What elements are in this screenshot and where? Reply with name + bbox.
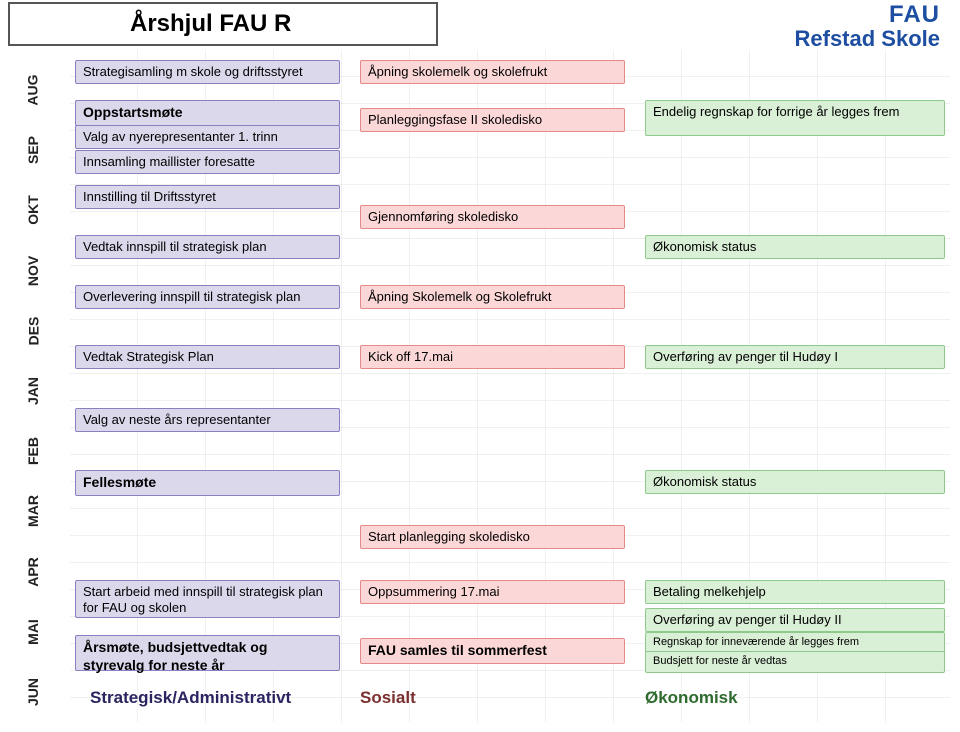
month-des: DES <box>8 301 58 361</box>
month-jun: JUN <box>8 662 58 722</box>
c-sep-4: Planleggingsfase II skoledisko <box>360 108 625 132</box>
month-axis: AUGSEPOKTNOVDESJANFEBMARAPRMAIJUN <box>8 60 58 722</box>
month-aug: AUG <box>8 60 58 120</box>
c-mai-2: Oppsummering 17.mai <box>360 580 625 604</box>
page-title: Årshjul FAU R <box>130 10 291 37</box>
month-feb: FEB <box>8 421 58 481</box>
c-nov-2: Økonomisk status <box>645 235 945 259</box>
c-jan-1: Vedtak Strategisk Plan <box>75 345 340 369</box>
c-okt-1: Innstilling til Driftsstyret <box>75 185 340 209</box>
logo-line2: Refstad Skole <box>795 27 941 50</box>
c-feb-1: Valg av neste års representanter <box>75 408 340 432</box>
c-sep-3: Innsamling maillister foresatte <box>75 150 340 174</box>
c-mai-1: Start arbeid med innspill til strategisk… <box>75 580 340 618</box>
c-jan-2: Kick off 17.mai <box>360 345 625 369</box>
c-apr-1: Start planlegging skoledisko <box>360 525 625 549</box>
month-mar: MAR <box>8 481 58 541</box>
c-mar-1: Fellesmøte <box>75 470 340 496</box>
c-jan-3: Overføring av penger til Hudøy I <box>645 345 945 369</box>
month-nov: NOV <box>8 241 58 301</box>
c-nov-1: Vedtak innspill til strategisk plan <box>75 235 340 259</box>
logo: FAU Refstad Skole <box>795 2 941 50</box>
c-jun-1: Årsmøte, budsjettvedtak og styrevalg for… <box>75 635 340 671</box>
lbl-admin: Strategisk/Administrativt <box>90 688 291 708</box>
month-apr: APR <box>8 542 58 602</box>
c-okt-2: Gjennomføring skoledisko <box>360 205 625 229</box>
c-aug-1: Strategisamling m skole og driftsstyret <box>75 60 340 84</box>
c-mai-4: Overføring av penger til Hudøy II <box>645 608 945 632</box>
c-jun-4: Budsjett for neste år vedtas <box>645 651 945 673</box>
lbl-social: Sosialt <box>360 688 416 708</box>
c-sep-2: Valg av nyerepresentanter 1. trinn <box>75 125 340 149</box>
c-mai-3: Betaling melkehjelp <box>645 580 945 604</box>
c-des-2: Åpning Skolemelk og Skolefrukt <box>360 285 625 309</box>
month-sep: SEP <box>8 120 58 180</box>
lbl-econ: Økonomisk <box>645 688 738 708</box>
month-mai: MAI <box>8 602 58 662</box>
month-okt: OKT <box>8 180 58 240</box>
c-aug-2: Åpning skolemelk og skolefrukt <box>360 60 625 84</box>
c-des-1: Overlevering innspill til strategisk pla… <box>75 285 340 309</box>
title-box: Årshjul FAU R <box>8 2 438 46</box>
month-jan: JAN <box>8 361 58 421</box>
c-jun-2: FAU samles til sommerfest <box>360 638 625 664</box>
logo-line1: FAU <box>795 2 941 27</box>
c-sep-5: Endelig regnskap for forrige år legges f… <box>645 100 945 136</box>
c-mar-2: Økonomisk status <box>645 470 945 494</box>
c-sep-1: Oppstartsmøte <box>75 100 340 126</box>
